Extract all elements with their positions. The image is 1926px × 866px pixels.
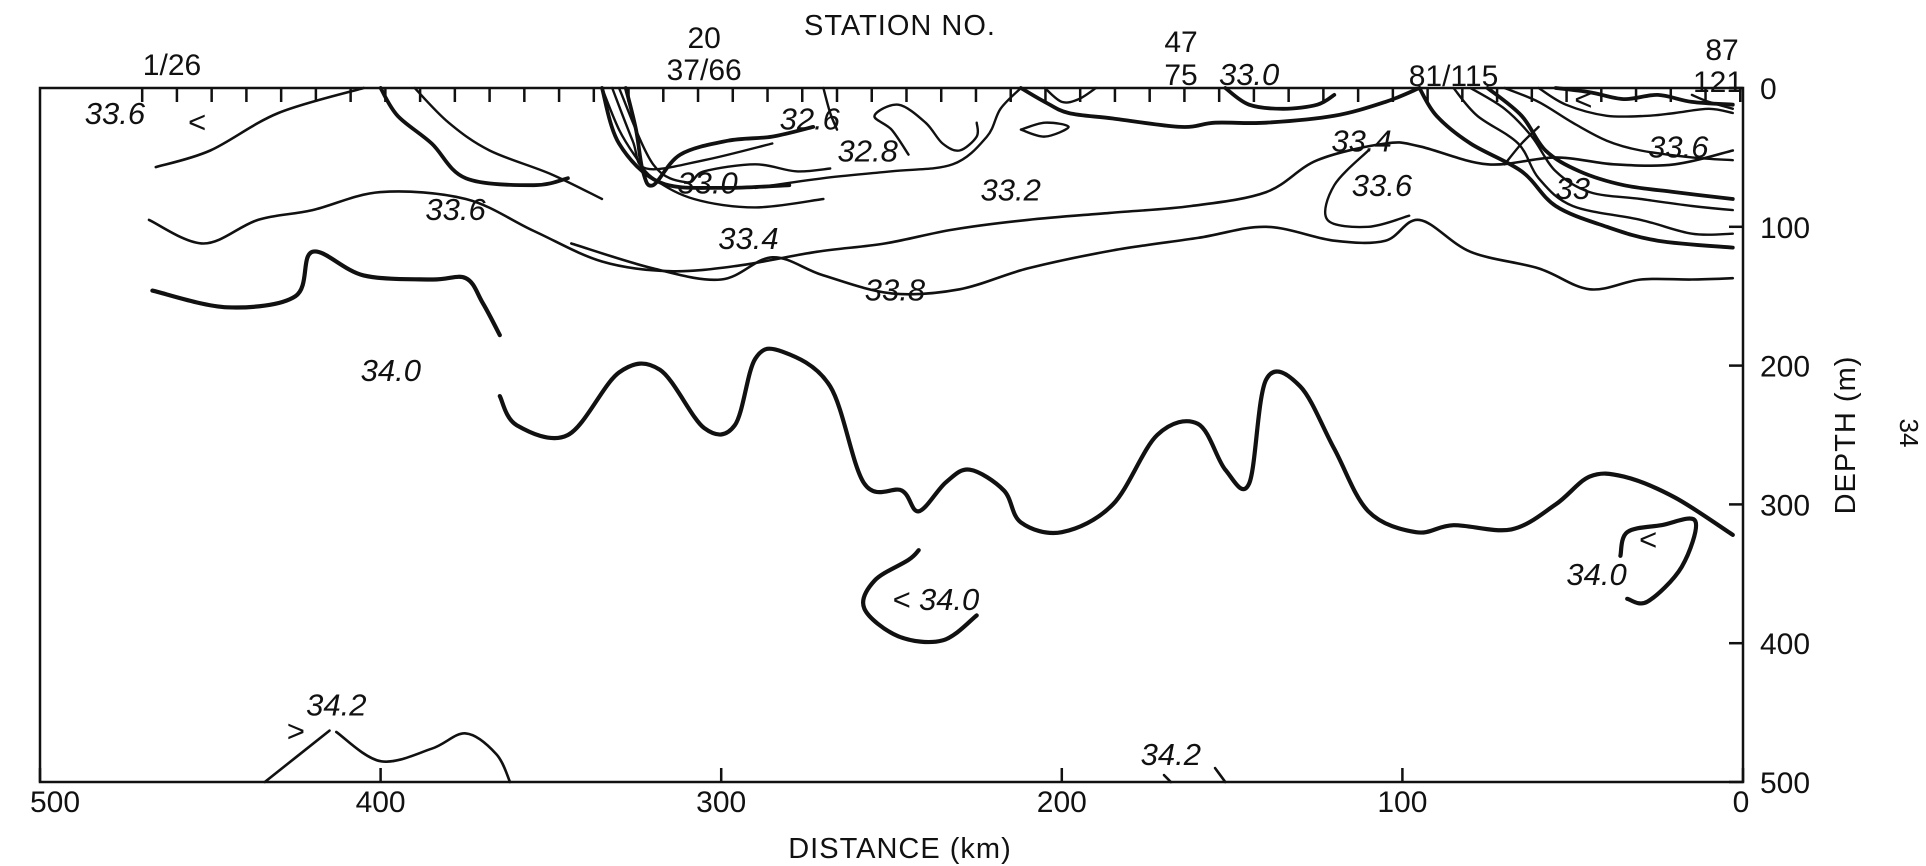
x-tick-label: 200 [1037,786,1087,819]
surface-contour-9 [1019,86,1422,129]
contour-label: 33.0 [677,165,737,200]
surface-contour-6 [623,86,816,188]
contour-label: 33.2 [981,172,1041,207]
station-label: 87 [1705,34,1738,67]
surface-contour-10 [754,86,1023,190]
contour-label: 32.8 [837,133,898,168]
page-number: 34 [1894,419,1924,448]
surface-contour-18 [1485,86,1735,201]
contour-line-34-2-7 [263,729,331,784]
station-label: 20 [687,22,720,55]
x-tick-label: 100 [1377,786,1427,819]
surface-contour-5 [617,86,832,184]
x-tick-label: 500 [30,786,80,819]
surface-contour-11 [1043,86,1098,104]
contour-line-34-0-4 [497,346,1735,537]
surface-contour-17 [1469,86,1734,212]
contour-label: 34.2 [1141,737,1201,772]
contour-label: 34.0 [1566,557,1626,592]
contour-label: 33 [1555,171,1589,206]
station-label: 81/115 [1409,60,1499,93]
surface-contour-4 [611,86,774,171]
x-tick-label: 300 [696,786,746,819]
contour-line-33-6-0 [154,86,365,169]
contour-label: < [1574,82,1592,117]
station-label: 1/26 [143,49,201,82]
contour-line-34-2-9 [1162,773,1173,784]
surface-contour-22 [1690,93,1734,110]
surface-contour-15 [1417,86,1735,250]
contour-line-34-2-8 [335,730,512,784]
y-axis-ticks: 0 100 200 300 400 500 [1729,73,1810,800]
surface-contour-20 [1537,86,1734,118]
surface-contour-3 [600,86,792,190]
contour-label: 33.6 [425,192,486,227]
contour-label: > [286,714,304,749]
contour-label: 33.0 [1219,57,1279,92]
station-label: 47 [1164,26,1197,59]
contour-label: 33.6 [1352,168,1413,203]
surface-contour-21 [1553,86,1735,107]
surface-contour-detail [378,86,1735,250]
contour-line-33-8-2 [570,218,1735,296]
contour-label: 34.2 [306,687,366,722]
contour-label: 34.0 [361,353,421,388]
isohaline-contours [147,86,1735,784]
station-label: 37/66 [667,54,742,87]
x-axis-ticks: 500 400 300 200 100 0 [30,768,1749,819]
y-tick-label: 200 [1760,351,1810,384]
contour-label: 33.6 [85,96,146,131]
contour-label: < [188,104,206,139]
contour-line-33-6-1 [147,141,1735,273]
x-axis-title: DISTANCE (km) [788,833,1012,865]
station-label: 121 [1693,66,1743,99]
contour-label: 33.4 [1331,124,1391,159]
y-tick-label: 100 [1760,212,1810,245]
contour-label: < [1639,522,1657,557]
station-ticks [140,88,1742,102]
y-tick-label: 400 [1760,628,1810,661]
surface-contour-13 [1019,121,1070,138]
surface-contour-0 [378,86,570,188]
contour-line-34-0-5 [861,548,979,645]
surface-contour-7 [822,86,839,131]
contour-label: 33.8 [865,272,926,307]
y-axis-title: DEPTH (m) [1830,356,1862,515]
contour-label: 33.6 [1648,129,1709,164]
surface-contour-8 [873,103,980,156]
surface-contour-16 [1452,86,1734,236]
plot-frame [38,86,1745,784]
surface-contour-23 [1503,125,1540,166]
surface-contour-1 [413,86,604,201]
y-tick-label: 500 [1760,767,1810,800]
contour-line-34-0-6 [1618,516,1699,606]
contour-line-34-2-10 [1213,766,1227,784]
x-tick-label: 400 [356,786,406,819]
contour-label: < 34.0 [892,582,979,617]
y-tick-label: 0 [1760,73,1777,106]
y-tick-label: 300 [1760,489,1810,522]
contour-label: 33.4 [718,221,778,256]
isohaline-labels: 33.6 <32.632.8 33.0 33.2 33.6 33.4 33.8 33.0 33.… [85,57,1709,772]
contour-line-34-0-3 [150,249,502,338]
contour-label: 32.6 [780,102,841,137]
surface-contour-19 [1503,86,1734,162]
x-tick-label: 0 [1733,786,1750,819]
station-axis-title: STATION NO. [804,10,996,42]
surface-contour-14 [1324,149,1411,229]
station-label: 75 [1164,59,1197,92]
